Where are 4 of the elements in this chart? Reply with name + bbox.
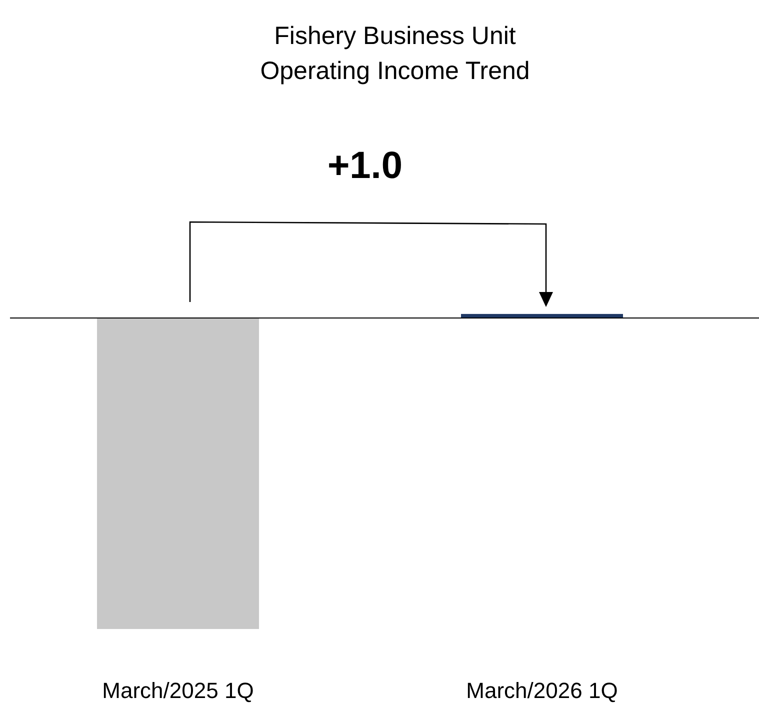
chart-title: Fishery Business Unit Operating Income Trend	[260, 22, 530, 85]
x-tick-label: March/2025 1Q	[102, 678, 254, 703]
text: +1.0	[327, 145, 403, 187]
x-tick-label: March/2026 1Q	[466, 678, 618, 703]
